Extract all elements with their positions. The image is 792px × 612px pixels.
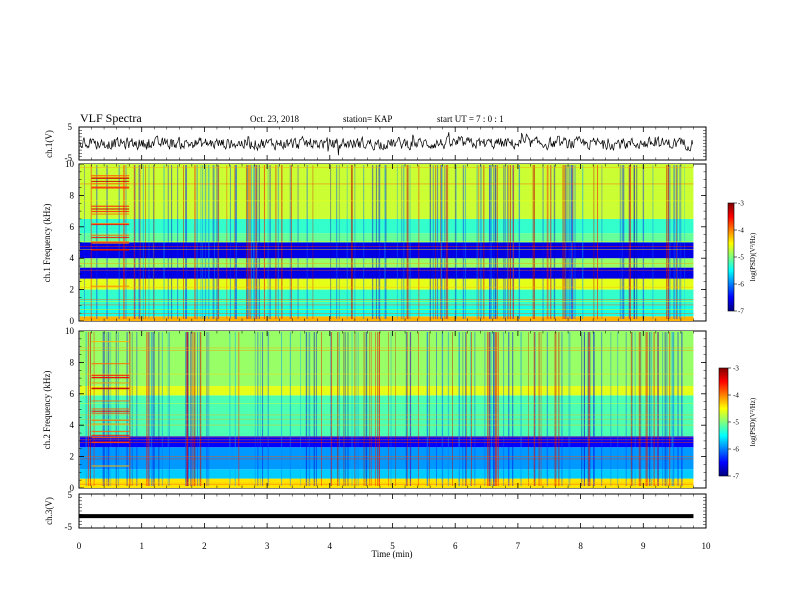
spectral-band <box>80 478 694 488</box>
ch1-spectrogram-panel: 0 2 4 6 8 10 ch.1 Frequency (kHz) <box>42 159 707 326</box>
ch1-ytick-bottom: -5 <box>65 153 73 163</box>
spectral-band <box>80 278 694 290</box>
spectral-band <box>80 447 694 470</box>
spectral-band <box>80 469 694 479</box>
ch3-waveform-panel: 5 -5 ch.3(V) <box>44 490 707 532</box>
spectral-band <box>80 305 694 317</box>
colorbar-tick-label: -5 <box>738 254 744 262</box>
ytick-label: 10 <box>65 326 75 336</box>
ch1-spectrogram-ylabel: ch.1 Frequency (kHz) <box>42 204 52 283</box>
ch3-ylabel: ch.3(V) <box>44 497 54 525</box>
xtick-label: 6 <box>453 541 458 551</box>
ch3-ytick-top: 5 <box>68 490 73 500</box>
colorbar-tick-label: -7 <box>738 308 744 316</box>
ch1-waveform-line <box>79 132 694 156</box>
xtick-label: 8 <box>578 541 583 551</box>
ytick-label: 6 <box>70 222 75 232</box>
ytick-label: 0 <box>70 316 75 326</box>
spectral-band <box>80 233 694 243</box>
spectral-band <box>80 218 694 234</box>
start-ut-label: start UT = 7 : 0 : 1 <box>437 114 504 124</box>
ch2-colorbar-ticks: -3 -4 -5 -6 -7 <box>728 365 739 481</box>
ch1-colorbar: -3 -4 -5 -6 -7 log(PSD)(V²/Hz) <box>727 200 757 316</box>
figure-title: VLF Spectra <box>80 111 142 125</box>
ytick-label: 8 <box>70 357 75 367</box>
xtick-label: 1 <box>139 541 144 551</box>
ytick-label: 4 <box>70 253 75 263</box>
ch1-ylabel: ch.1(V) <box>44 130 54 158</box>
spectral-band <box>80 436 694 448</box>
ytick-label: 2 <box>70 452 75 462</box>
ch2-spectrogram-bands <box>80 331 694 488</box>
colorbar-tick-label: -3 <box>733 365 739 373</box>
colorbar-tick-label: -6 <box>733 446 739 454</box>
ch1-colorbar-label: log(PSD)(V²/Hz) <box>749 232 757 281</box>
spectral-band <box>80 258 694 268</box>
spectral-band <box>80 267 694 279</box>
ch2-spectrogram-ylabel: ch.2 Frequency (kHz) <box>42 371 52 450</box>
ch3-waveform-frame <box>78 493 707 529</box>
ch1-spectrogram-yticks: 0 2 4 6 8 10 <box>65 159 706 326</box>
spectral-band <box>80 164 694 219</box>
ch1-colorbar-gradient <box>727 202 735 312</box>
spectral-band <box>80 395 694 437</box>
ch1-ytick-top: 5 <box>68 122 73 132</box>
x-axis-label: Time (min) <box>372 549 413 559</box>
ytick-label: 10 <box>65 159 75 169</box>
spectral-band <box>80 316 694 321</box>
xtick-label: 7 <box>516 541 521 551</box>
xtick-label: 2 <box>202 541 207 551</box>
date-label: Oct. 23, 2018 <box>250 114 299 124</box>
xtick-label: 10 <box>702 541 712 551</box>
ch3-ytick-bottom: -5 <box>65 522 73 532</box>
x-axis-ticks: 0 1 2 3 4 5 6 7 8 9 10 <box>77 126 712 551</box>
ytick-label: 0 <box>70 483 75 493</box>
colorbar-tick-label: -4 <box>738 227 744 235</box>
xtick-label: 0 <box>77 541 82 551</box>
ytick-label: 8 <box>70 190 75 200</box>
xtick-label: 3 <box>265 541 270 551</box>
ch1-colorbar-ticks: -3 -4 -5 -6 -7 <box>734 200 744 316</box>
xtick-label: 9 <box>641 541 646 551</box>
spectral-band <box>80 385 694 396</box>
ch2-spectrogram-panel: 0 2 4 6 8 10 ch.2 Frequency (kHz) <box>42 326 707 493</box>
ch1-waveform-panel: 5 -5 ch.1(V) <box>44 122 707 163</box>
ch2-colorbar-label: log(PSD)(V²/Hz) <box>749 397 757 446</box>
ytick-label: 4 <box>70 420 75 430</box>
ytick-label: 6 <box>70 389 75 399</box>
xtick-label: 5 <box>390 541 395 551</box>
ch2-spectrogram-yticks: 0 2 4 6 8 10 <box>65 326 706 493</box>
colorbar-tick-label: -5 <box>733 419 739 427</box>
colorbar-tick-label: -3 <box>738 200 744 208</box>
xtick-label: 4 <box>328 541 333 551</box>
colorbar-tick-label: -4 <box>733 392 739 400</box>
ch1-spectrogram-bands <box>80 164 694 321</box>
ch2-colorbar-gradient <box>718 367 729 477</box>
colorbar-tick-label: -6 <box>738 281 744 289</box>
ch2-colorbar: -3 -4 -5 -6 -7 log(PSD)(V²/Hz) <box>718 365 757 481</box>
colorbar-tick-label: -7 <box>733 473 739 481</box>
ytick-label: 2 <box>70 285 75 295</box>
spectral-band <box>80 331 694 386</box>
station-label: station= KAP <box>343 114 392 124</box>
